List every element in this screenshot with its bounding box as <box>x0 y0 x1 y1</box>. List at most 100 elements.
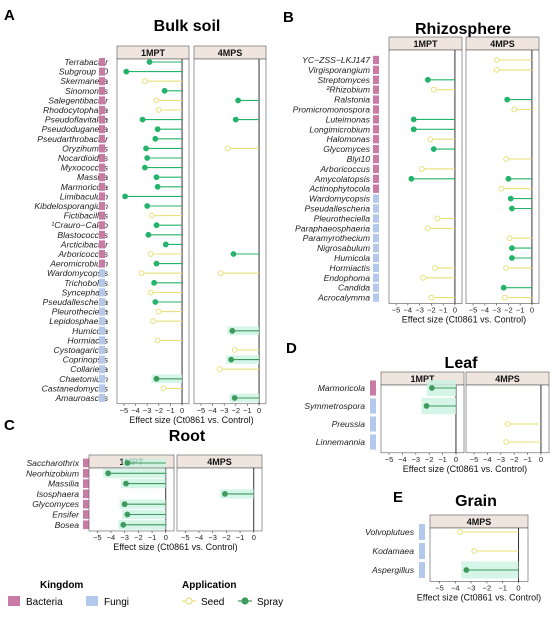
point-wardomycopsis <box>507 195 514 202</box>
x-tick-label: 0 <box>257 406 261 415</box>
x-tick-label: −3 <box>220 406 229 415</box>
kingdom-marker <box>373 75 379 84</box>
x-axis-label: Effect size (Ct0861 vs. Control) <box>113 542 237 552</box>
panel-label-a: A <box>4 7 15 24</box>
x-tick-label: −5 <box>385 455 394 464</box>
kingdom-marker <box>373 194 379 203</box>
row-label-arboricoccus: Arboricoccus <box>57 249 108 259</box>
x-axis-label: Effect size (Ct0861 vs. Control) <box>129 415 253 425</box>
point-subgroup-10 <box>123 68 130 75</box>
kingdom-marker <box>99 326 105 335</box>
row-label-coprinopsis: Coprinopsis <box>63 355 109 365</box>
kingdom-marker <box>99 317 105 326</box>
x-tick-label: −1 <box>166 406 175 415</box>
x-tick-label: −1 <box>516 306 525 315</box>
kingdom-marker <box>99 153 105 163</box>
kingdom-marker <box>83 458 89 468</box>
row-label-glycomyces: Glycomyces <box>323 144 370 154</box>
kingdom-marker <box>99 230 105 239</box>
row-label-nigrosabulum: Nigrosabulum <box>317 243 370 253</box>
x-tick-label: −4 <box>195 533 204 542</box>
point-pseudoflavitalea <box>139 116 146 123</box>
point-bosea <box>120 521 127 528</box>
point-pseudoflavitalea <box>232 116 239 123</box>
facet-label: 1MPT <box>413 39 438 49</box>
row-label-pseudoduganella: Pseudoduganella <box>42 124 109 134</box>
legend-kingdom-title: Kingdom <box>40 580 83 591</box>
row-label-preussia: Preussia <box>332 419 366 429</box>
point-kodamaea <box>471 548 478 554</box>
point-hormiactis <box>432 265 438 271</box>
point-kibdelosporangium <box>144 203 151 209</box>
point-rhizobium <box>430 86 437 93</box>
facet-4mps: 4MPS −5 −4 −3 −2 −1 0 <box>429 514 529 592</box>
point-terrabacter <box>146 59 153 65</box>
kingdom-marker <box>83 468 89 478</box>
facet-label: 4MPS <box>495 374 520 384</box>
x-tick-label: −5 <box>469 306 478 315</box>
facet-4mps: 4MPS −5 −4 −3 −2 −1 0 <box>465 371 550 464</box>
facet-1mpt: 1MPT−5−4−3−2−10 <box>88 454 175 542</box>
row-label-pseudallescheria: Pseudallescheria <box>43 297 109 307</box>
row-label-longimicrobium: Longimicrobium <box>309 124 370 134</box>
facet-plot-area <box>116 58 190 405</box>
row-label-isosphaera: Isosphaera <box>36 489 79 499</box>
point-humicola <box>509 255 515 261</box>
point-amauroascus <box>231 395 238 401</box>
point-neorhizobium <box>105 470 112 477</box>
row-label-hormiactis: Hormiactis <box>329 263 370 273</box>
kingdom-marker <box>373 125 379 134</box>
facet-plot-area <box>193 58 267 405</box>
row-label-luteimonas: Luteimonas <box>326 114 371 124</box>
row-label-massilia: Massilia <box>48 479 79 489</box>
row-label-saccharothrix: Saccharothrix <box>26 458 79 468</box>
kingdom-marker <box>99 259 105 268</box>
x-tick-label: 0 <box>516 583 520 592</box>
point-saccharothrix <box>124 460 131 466</box>
point-acrocalymma <box>428 294 435 301</box>
legend-application-title: Application <box>182 580 236 591</box>
kingdom-marker <box>99 125 105 134</box>
legend: Kingdom Bacteria Fungi Application Seed Spray <box>8 580 283 608</box>
row-label-cystoagaricus: Cystoagaricus <box>54 345 109 355</box>
point-arcticibacter <box>162 241 169 248</box>
point-paraphaeosphaeria <box>424 225 431 232</box>
facet-plot-area <box>380 384 465 454</box>
x-tick-label: −5 <box>197 406 206 415</box>
point-marmoricola <box>428 385 435 391</box>
kingdom-marker <box>373 214 379 223</box>
point-volvoplutues <box>457 529 463 535</box>
point-crauro-caldo <box>153 222 160 229</box>
kingdom-marker <box>370 398 376 414</box>
row-label-lepidosphaeria: Lepidosphaeria <box>49 316 108 326</box>
row-label-blastococcus: Blastococcus <box>57 230 108 240</box>
point-trichobolus <box>151 279 158 286</box>
point-massilia <box>153 174 160 181</box>
panel-label-e: E <box>393 489 403 506</box>
kingdom-marker <box>373 273 379 282</box>
kingdom-marker <box>99 163 105 172</box>
x-tick-label: −2 <box>222 533 231 542</box>
kingdom-marker <box>370 416 376 432</box>
x-tick-label: −1 <box>438 455 447 464</box>
point-endophoma <box>420 274 427 281</box>
x-tick-label: −4 <box>483 455 492 464</box>
panel-label-b: B <box>283 9 294 26</box>
point-amycolatopsis <box>505 175 512 182</box>
row-label-collariella: Collariella <box>70 364 108 374</box>
point-arboricoccus <box>230 251 237 257</box>
row-label-sinomonas: Sinomonas <box>65 86 109 96</box>
panel-label-d: D <box>286 340 297 357</box>
panel-label-c: C <box>4 417 15 434</box>
point-sinomonas <box>161 87 168 94</box>
kingdom-marker <box>419 562 425 578</box>
point-promicromonospora <box>511 106 518 113</box>
point-blyi10 <box>503 156 509 162</box>
kingdom-marker <box>99 393 105 403</box>
point-hormiactis <box>154 337 161 344</box>
x-tick-label: −1 <box>236 533 245 542</box>
point-pleurotheciella <box>155 308 162 315</box>
